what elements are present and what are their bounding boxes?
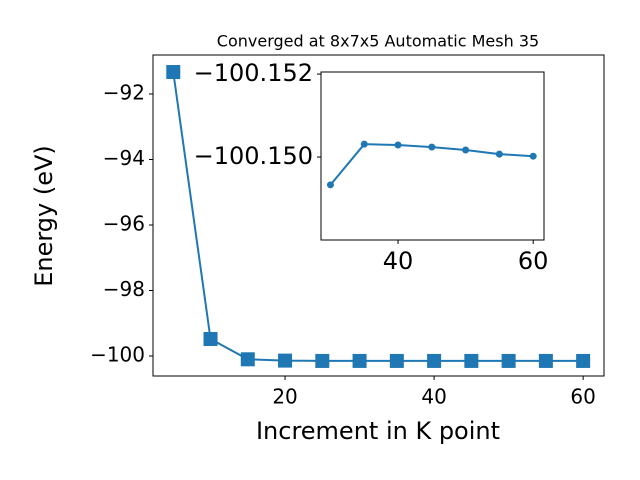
marker (360, 140, 368, 148)
marker (495, 150, 503, 158)
x-axis-label: Increment in K point (256, 417, 500, 445)
marker (315, 353, 330, 368)
marker (203, 331, 218, 346)
y-tick-label: −100.152 (194, 59, 313, 87)
marker (464, 353, 479, 368)
marker (501, 353, 516, 368)
marker (427, 353, 442, 368)
y-tick-label: −96 (103, 211, 145, 235)
x-tick-label: 60 (570, 385, 595, 409)
x-tick-label: 60 (518, 247, 549, 275)
y-axis-label: Energy (eV) (30, 145, 58, 287)
x-tick-label: 20 (272, 385, 297, 409)
y-tick-label: −100.150 (194, 142, 313, 170)
marker (538, 353, 553, 368)
y-tick-label: −94 (103, 146, 145, 170)
marker (326, 181, 334, 189)
marker (428, 143, 436, 151)
y-tick-label: −100 (90, 343, 145, 367)
y-tick-label: −92 (103, 80, 145, 104)
marker (240, 352, 255, 367)
x-tick-label: 40 (421, 385, 446, 409)
marker (394, 141, 402, 149)
x-tick-label: 40 (383, 247, 414, 275)
marker (352, 353, 367, 368)
y-tick-label: −98 (103, 277, 145, 301)
marker (389, 353, 404, 368)
plot-area (320, 71, 545, 241)
marker (278, 353, 293, 368)
marker (576, 353, 591, 368)
marker (462, 146, 470, 154)
marker (166, 65, 181, 80)
chart-title: Converged at 8x7x5 Automatic Mesh 35 (217, 32, 539, 51)
marker (529, 152, 537, 160)
